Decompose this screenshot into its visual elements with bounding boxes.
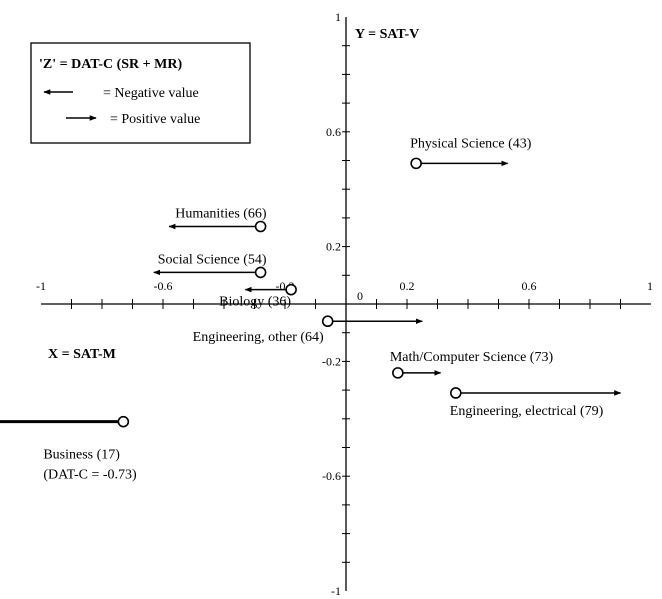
y-tick-label: 1 — [335, 10, 341, 24]
point-marker — [392, 367, 404, 379]
data-point: Humanities (66) — [168, 207, 267, 233]
point-marker — [449, 387, 462, 399]
legend: 'Z' = DAT-C (SR + MR) = Negative value =… — [30, 42, 251, 144]
y-tick-label: -0.6 — [322, 469, 341, 483]
data-point: Physical Science (43) — [410, 136, 532, 170]
data-point: Biology (36) — [219, 283, 297, 310]
data-point: Math/Computer Science (73) — [390, 350, 554, 379]
x-tick-label: 0 — [357, 289, 363, 303]
point-note: (DAT-C = -0.73) — [43, 468, 137, 483]
data-point: Engineering, electrical (79) — [449, 387, 622, 419]
x-axis-label: X = SAT-M — [48, 347, 116, 362]
y-tick-label: 0.6 — [326, 125, 341, 139]
point-marker — [254, 220, 267, 233]
y-tick-label: -1 — [331, 584, 341, 598]
data-point: Social Science (54) — [153, 252, 267, 279]
data-point: Engineering, other (64) — [193, 315, 423, 345]
point-marker — [321, 315, 334, 328]
point-marker — [254, 266, 267, 279]
point-marker — [410, 157, 422, 170]
x-tick-label: 0.6 — [522, 279, 537, 293]
point-label: Business (17) — [43, 448, 120, 463]
legend-box — [30, 42, 251, 144]
x-tick-label: 0.2 — [400, 279, 415, 293]
point-label: Physical Science (43) — [410, 136, 532, 151]
y-tick-label: -0.2 — [322, 354, 341, 368]
data-points: Physical Science (43) Humanities (66) Soci… — [0, 136, 622, 483]
axis-ticks — [71, 45, 621, 563]
x-tick-label: -1 — [36, 279, 46, 293]
point-label: Math/Computer Science (73) — [390, 350, 554, 365]
y-tick-label: 0.2 — [326, 240, 341, 254]
x-tick-label: 1 — [647, 279, 653, 293]
point-label: Social Science (54) — [158, 252, 267, 267]
x-tick-label: -0.6 — [154, 279, 173, 293]
point-label: Humanities (66) — [175, 207, 267, 222]
y-axis-label: Y = SAT-V — [355, 27, 419, 42]
legend-title: 'Z' = DAT-C (SR + MR) — [39, 57, 182, 72]
point-label: Biology (36) — [219, 295, 291, 310]
point-marker — [117, 415, 130, 428]
point-label: Engineering, electrical (79) — [450, 404, 604, 419]
point-marker — [285, 283, 297, 296]
point-label: Engineering, other (64) — [193, 330, 324, 345]
legend-positive-text: = Positive value — [110, 112, 200, 127]
data-point: Business (17) (DAT-C = -0.73) — [0, 415, 137, 483]
legend-negative-text: = Negative value — [103, 86, 199, 101]
